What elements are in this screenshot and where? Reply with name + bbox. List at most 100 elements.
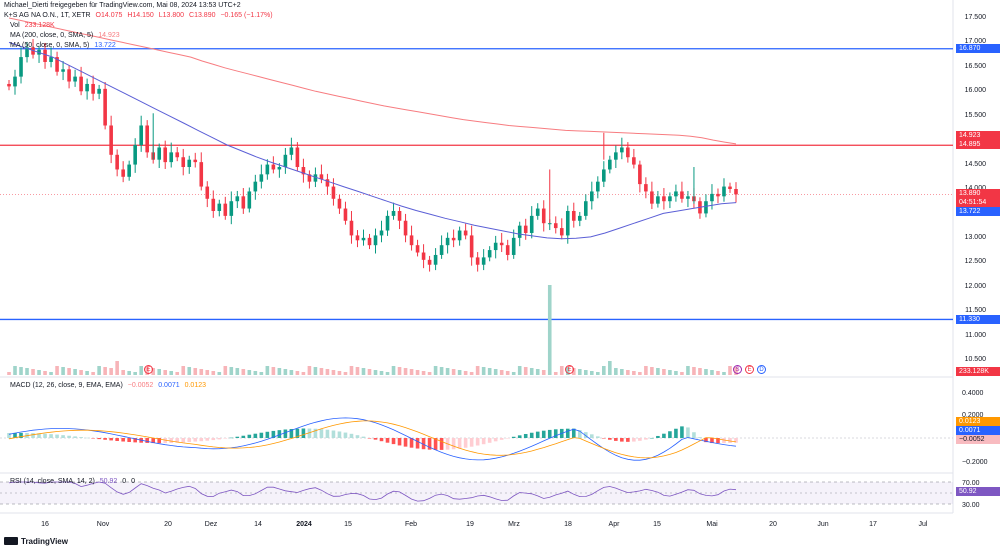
candle-body	[253, 181, 258, 192]
time-tick: Nov	[96, 521, 110, 528]
ma200-legend[interactable]: MA (200, close, 0, SMA, 5) 14.923	[10, 31, 123, 40]
candle-body	[559, 228, 564, 236]
rsi-pane: 70.00 30.00	[0, 480, 980, 509]
candle-body	[157, 147, 162, 160]
symbol-name[interactable]: K+S AG NA O.N., 1T, XETR	[4, 12, 91, 19]
volume-bar	[235, 368, 240, 375]
macd-histogram-bar	[728, 438, 732, 443]
candle-body	[457, 230, 462, 241]
volume-bar	[602, 366, 606, 375]
macd-tick: 0.4000	[962, 390, 984, 397]
volume-bar	[157, 369, 162, 375]
price-tick: 17.500	[964, 14, 986, 21]
macd-histogram-bar	[361, 436, 366, 438]
candle-body	[427, 259, 432, 265]
candle-body	[241, 196, 246, 209]
rsi-aux2: 0	[131, 478, 136, 485]
macd-histogram-bar	[668, 431, 672, 438]
macd-tick: 0.2000	[962, 412, 984, 419]
candle-body	[307, 174, 312, 182]
volume-bar	[680, 372, 684, 375]
volume-bar	[481, 367, 486, 375]
last-price-tag: 13.890	[956, 189, 1000, 198]
tradingview-brand[interactable]: TradingView	[4, 537, 68, 546]
macd-histogram-bar	[511, 436, 516, 438]
macd-line-value: 0.0071	[158, 382, 180, 389]
candle-body	[61, 69, 65, 72]
earnings-icon[interactable]: E	[745, 365, 754, 374]
candle-body	[415, 245, 420, 253]
volume-bar	[583, 370, 588, 375]
volume-bar	[55, 366, 59, 375]
macd-histogram-bar	[457, 438, 462, 449]
macd-histogram-bar	[235, 436, 240, 438]
volume-bar	[379, 371, 384, 375]
time-tick: Mrz	[508, 521, 520, 528]
macd-histogram-bar	[211, 438, 216, 441]
candle-body	[199, 162, 204, 187]
candle-body	[439, 245, 444, 255]
candle-body	[91, 83, 95, 94]
time-tick: 19	[466, 521, 474, 528]
volume-bar	[559, 366, 564, 375]
horizontal-lines[interactable]	[0, 48, 953, 321]
candle-body	[397, 210, 402, 221]
volume-bar	[614, 368, 618, 375]
earnings-icon[interactable]: E	[144, 365, 153, 374]
volume-bar	[674, 371, 678, 375]
ohlc-high: H14.150	[127, 12, 154, 19]
macd-label: MACD (12, 26, close, 9, EMA, EMA)	[10, 382, 123, 389]
hline-tag-16870: 16.870	[956, 44, 1000, 53]
rsi-legend[interactable]: RSI (14, close, SMA, 14, 2) 50.92 0 0	[10, 477, 138, 486]
macd-histogram-bar	[385, 438, 390, 443]
macd-histogram-bar	[686, 427, 690, 438]
ma50-legend[interactable]: MA (50, close, 0, SMA, 5) 13.722	[10, 41, 119, 50]
macd-histogram-bar	[187, 438, 192, 442]
rsi-label: RSI (14, close, SMA, 14, 2)	[10, 478, 95, 485]
macd-histogram-bar	[596, 436, 600, 438]
rsi-aux1: 0	[122, 478, 127, 485]
macd-histogram-bar	[547, 429, 552, 438]
candle-body	[728, 186, 732, 189]
ohlc-change: −0.165 (−1.17%)	[220, 12, 273, 19]
volume-bar	[373, 370, 378, 375]
tradingview-logo-icon	[4, 537, 18, 545]
volume-bar	[553, 372, 558, 375]
ma50-line	[8, 41, 737, 240]
volume-bar	[469, 372, 474, 375]
time-tick: 14	[254, 521, 262, 528]
earnings-icon[interactable]: E	[565, 365, 574, 374]
volume-bar	[451, 369, 456, 375]
volume-bar	[397, 367, 402, 375]
macd-histogram-bar	[145, 438, 149, 443]
macd-histogram-bar	[722, 438, 726, 444]
candle-body	[133, 145, 137, 165]
candle-body	[13, 76, 17, 87]
split-icon[interactable]: S	[733, 365, 742, 374]
ma200-line	[8, 17, 737, 145]
macd-histogram-bar	[85, 437, 89, 439]
candle-body	[529, 215, 534, 233]
candle-body	[541, 208, 546, 224]
candle-body	[638, 164, 642, 185]
candle-body	[523, 225, 528, 233]
candle-body	[680, 191, 684, 199]
macd-histogram-bar	[553, 429, 558, 438]
macd-line-tag: 0.0071	[956, 426, 1000, 435]
volume-bar	[427, 372, 432, 375]
dividend-icon[interactable]: D	[757, 365, 766, 374]
macd-legend[interactable]: MACD (12, 26, close, 9, EMA, EMA) −0.005…	[10, 381, 209, 390]
macd-histogram-bar	[463, 438, 468, 448]
volume-bar	[85, 371, 89, 375]
volume-bar	[139, 366, 143, 375]
volume-bar	[211, 371, 216, 375]
candle-body	[187, 159, 192, 168]
volume-bar	[97, 366, 101, 375]
ma50-tag: 13.722	[956, 207, 1000, 216]
volume-bar	[31, 369, 35, 375]
macd-histogram-bar	[337, 431, 342, 438]
vol-legend[interactable]: Vol 233.128K	[10, 21, 58, 30]
candle-body	[25, 47, 29, 58]
price-tick: 10.500	[964, 356, 986, 363]
volume-bar	[571, 368, 576, 375]
